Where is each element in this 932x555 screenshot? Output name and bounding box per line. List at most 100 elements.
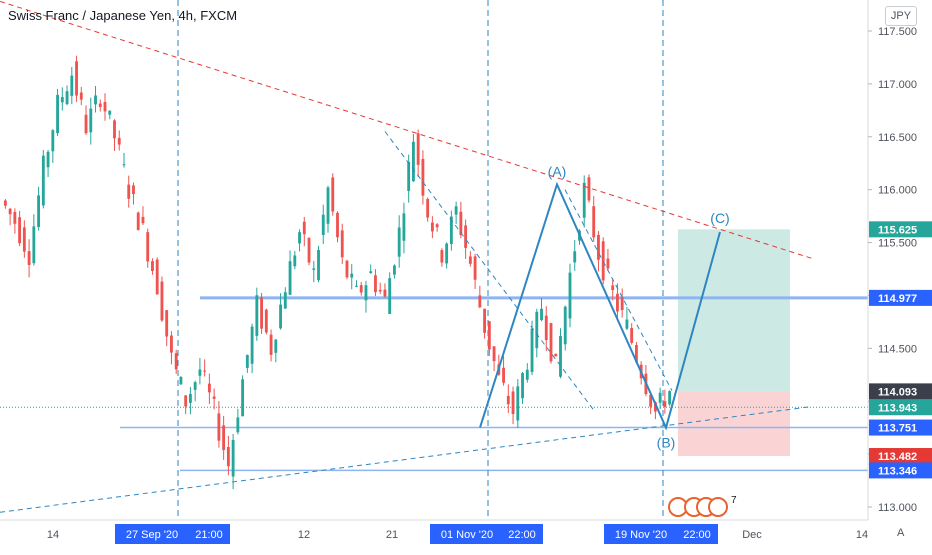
- candle-body: [663, 401, 667, 408]
- candle-body: [165, 310, 169, 337]
- candle-body: [454, 206, 458, 215]
- candle-body: [364, 285, 368, 301]
- candle-body: [430, 222, 434, 232]
- candle-body: [46, 151, 50, 168]
- candle-body: [554, 353, 558, 357]
- time-tick-label: 21:00: [195, 529, 223, 541]
- candle-body: [440, 250, 444, 263]
- candle-body: [658, 392, 662, 403]
- candle-body: [146, 232, 150, 262]
- candle-body: [506, 395, 510, 405]
- candle-body: [393, 265, 396, 275]
- candle-body: [521, 373, 524, 399]
- candle-body: [449, 216, 453, 244]
- pattern-label-b: (B): [657, 435, 676, 451]
- candle-body: [241, 379, 245, 417]
- candle-body: [231, 439, 235, 477]
- candle-body: [207, 383, 211, 393]
- candle-body: [84, 114, 88, 134]
- price-tick-label: 116.500: [878, 132, 917, 144]
- time-tick-label: 22:00: [683, 529, 711, 541]
- price-tick-label: 114.500: [878, 343, 917, 355]
- candle-body: [326, 187, 330, 224]
- time-tick-label: 12: [298, 529, 310, 541]
- candle-body: [170, 335, 173, 353]
- candle-body: [18, 217, 22, 244]
- candle-body: [416, 133, 420, 165]
- candle-body: [355, 285, 358, 287]
- price-label-text: 113.751: [878, 423, 917, 435]
- candle-body: [668, 391, 672, 405]
- price-label-text: 113.943: [878, 402, 917, 414]
- candle-body: [136, 212, 140, 231]
- economic-events[interactable]: 7: [668, 495, 740, 519]
- candle-body: [70, 75, 74, 96]
- candle-body: [141, 216, 145, 224]
- candle-body: [179, 377, 183, 385]
- candle-body: [573, 251, 577, 263]
- candle-body: [625, 319, 629, 329]
- candle-body: [37, 195, 41, 228]
- candle-body: [653, 402, 657, 412]
- time-tick-label: 27 Sep '20: [126, 529, 178, 541]
- price-tick-label: 115.500: [878, 238, 917, 250]
- candle-body: [103, 101, 107, 112]
- candle-body: [151, 261, 154, 272]
- stop-zone: [678, 391, 790, 457]
- candle-body: [540, 308, 543, 321]
- events-count: 7: [731, 495, 737, 506]
- candle-body: [60, 97, 64, 103]
- event-flag-icon[interactable]: [708, 497, 728, 517]
- time-tick-label: 14: [856, 529, 868, 541]
- candle-body: [601, 241, 605, 281]
- time-tick-label: Dec: [742, 529, 762, 541]
- candle-body: [616, 293, 619, 312]
- candle-body: [435, 224, 439, 228]
- candle-body: [317, 249, 320, 281]
- candle-body: [188, 393, 192, 403]
- price-label-text: 113.346: [878, 465, 917, 477]
- abc-pattern: [479, 181, 721, 431]
- time-label-box: [501, 524, 543, 544]
- candle-body: [255, 295, 259, 336]
- time-tick-label: 14: [47, 529, 59, 541]
- candle-body: [298, 232, 301, 244]
- candle-body: [468, 256, 472, 264]
- candle-body: [89, 108, 93, 133]
- candle-body: [502, 367, 505, 383]
- candle-body: [117, 137, 121, 145]
- candle-body: [122, 164, 126, 166]
- candle-body: [75, 61, 78, 96]
- time-label-box: [676, 524, 718, 544]
- candle-body: [321, 214, 325, 235]
- candle-body: [478, 295, 482, 308]
- candle-body: [260, 297, 264, 329]
- pattern-label-c: (C): [710, 210, 729, 226]
- candle-body: [563, 306, 567, 345]
- candle-body: [611, 285, 615, 291]
- auto-scale-button[interactable]: A: [897, 527, 905, 539]
- candle-body: [369, 271, 373, 274]
- price-tick-label: 116.000: [878, 185, 917, 197]
- candle-body: [79, 92, 83, 100]
- pattern-label-a: (A): [548, 163, 567, 179]
- candle-body: [345, 260, 349, 278]
- candle-body: [65, 91, 69, 105]
- candle-body: [634, 344, 638, 362]
- candle-body: [174, 353, 178, 370]
- price-label-box: [869, 221, 932, 238]
- currency-button[interactable]: JPY: [885, 6, 917, 26]
- time-label-box: [604, 524, 678, 544]
- price-label-text: 115.625: [878, 224, 917, 236]
- candle-body: [582, 182, 586, 218]
- candle-body: [597, 234, 600, 260]
- price-label-box: [869, 383, 932, 400]
- price-label-text: 114.977: [878, 293, 917, 305]
- price-label-box: [869, 399, 932, 416]
- candle-body: [226, 447, 230, 467]
- candle-body: [274, 339, 278, 353]
- candle-body: [383, 289, 387, 297]
- candle-body: [56, 94, 59, 134]
